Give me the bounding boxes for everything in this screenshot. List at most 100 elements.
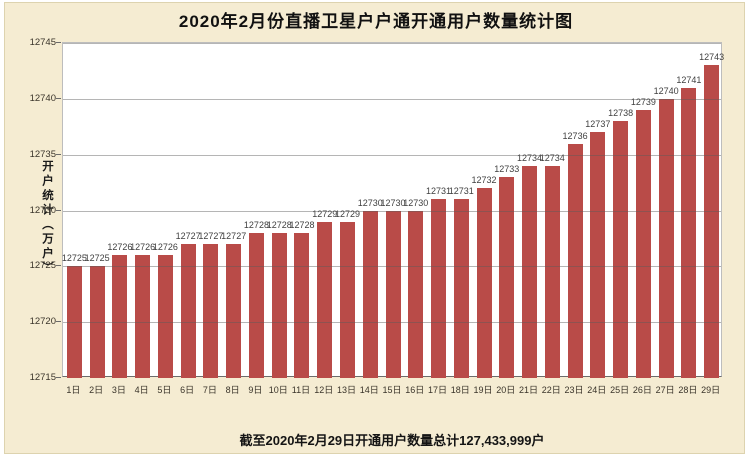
y-tick-mark: [56, 377, 61, 378]
bar: [431, 199, 447, 378]
bar-value-label: 12733: [494, 164, 520, 174]
bar-value-label: 12727: [221, 231, 247, 241]
bar: [408, 210, 424, 378]
x-tick-label: 25日: [610, 385, 630, 395]
bar-value-label: 12739: [630, 97, 656, 107]
y-tick-label: 12715: [29, 372, 56, 383]
chart-caption: 截至2020年2月29日开通用户数量总计127,433,999户: [239, 433, 545, 448]
x-tick-label: 7日: [202, 385, 217, 395]
bar: [248, 232, 264, 378]
y-tick-mark: [56, 209, 61, 211]
bar-value-label: 12743: [699, 52, 725, 63]
bar-value-label: 12730: [403, 197, 429, 208]
y-tick-label: 12735: [29, 148, 56, 160]
bar: [271, 232, 287, 378]
bar: [157, 255, 173, 378]
bar-value-label: 12728: [243, 219, 269, 230]
gridline: [63, 210, 721, 212]
gridline: [63, 322, 721, 324]
x-tick-label: 22日: [541, 385, 561, 395]
bar-value-label: 12737: [585, 119, 611, 130]
bar-value-label: 12729: [312, 208, 338, 219]
x-tick-label: 27日: [655, 385, 675, 395]
bar-value-label: 12731: [448, 186, 474, 197]
bar-value-label: 12725: [61, 253, 87, 264]
y-tick-label: 12745: [29, 37, 56, 48]
bar: [522, 165, 538, 378]
y-tick-label: 12725: [29, 260, 56, 272]
x-tick-label: 3日: [111, 385, 126, 395]
bar: [203, 244, 219, 378]
x-tick-label: 2日: [89, 385, 104, 395]
bar: [499, 177, 515, 378]
x-tick-label: 18日: [450, 385, 470, 395]
gridline: [63, 43, 721, 44]
bar: [544, 165, 560, 378]
x-tick-label: 15日: [382, 385, 402, 395]
bar-value-label: 12726: [107, 242, 133, 253]
y-tick-mark: [56, 97, 61, 99]
x-tick-label: 23日: [564, 385, 584, 395]
gridline: [63, 154, 721, 156]
x-tick-label: 1日: [66, 385, 81, 395]
bar: [180, 244, 196, 378]
bar-value-label: 12726: [130, 242, 156, 253]
y-tick-label: 12730: [29, 204, 56, 216]
y-tick-mark: [56, 42, 61, 43]
x-tick-label: 28日: [678, 385, 698, 395]
bar: [385, 210, 401, 378]
x-tick-label: 10日: [268, 385, 288, 395]
bar: [567, 143, 583, 378]
bar: [317, 221, 333, 378]
bar-value-label: 12730: [380, 197, 406, 208]
bar-value-label: 12725: [84, 253, 110, 264]
x-tick-label: 4日: [134, 385, 149, 395]
bar: [658, 98, 674, 378]
bar-value-label: 12727: [198, 231, 224, 241]
bar: [226, 244, 242, 378]
x-tick-label: 19日: [473, 385, 493, 395]
x-tick-label: 26日: [632, 385, 652, 395]
bar: [613, 121, 629, 378]
x-tick-label: 9日: [248, 385, 263, 395]
gridline: [63, 98, 721, 100]
bar: [704, 65, 720, 378]
bar-value-label: 12734: [517, 152, 543, 163]
y-tick-mark: [56, 153, 61, 155]
bar: [135, 255, 151, 378]
bar: [453, 199, 469, 378]
bar-value-label: 12728: [266, 219, 292, 230]
bar-value-label: 12726: [152, 242, 178, 253]
bar-value-label: 12741: [676, 74, 702, 85]
x-tick-label: 5日: [157, 385, 172, 395]
bar-value-label: 12732: [471, 175, 497, 186]
bar-value-label: 12727: [175, 231, 201, 241]
gridline: [63, 266, 721, 268]
bar: [339, 221, 355, 378]
x-tick-label: 17日: [428, 385, 448, 395]
x-tick-label: 24日: [587, 385, 607, 395]
bar: [681, 87, 697, 378]
bar-value-label: 12730: [357, 197, 383, 208]
bar-value-label: 12738: [608, 108, 634, 119]
y-tick-mark: [56, 321, 61, 323]
bar-value-label: 12731: [426, 186, 452, 197]
x-tick-label: 16日: [405, 385, 425, 395]
plot-area: 12725 12725 12726 12726 12726 12727 12727 12727…: [62, 42, 724, 378]
bar: [476, 188, 492, 378]
x-tick-label: 20日: [496, 385, 516, 395]
bar: [362, 210, 378, 378]
x-tick-label: 21日: [519, 385, 539, 395]
bar-value-label: 12728: [289, 219, 315, 230]
bar: [294, 232, 310, 378]
bar-value-label: 12734: [539, 152, 565, 163]
y-tick-label: 12740: [29, 92, 56, 104]
x-tick-label: 29日: [701, 385, 721, 395]
y-tick-mark: [56, 265, 61, 267]
y-axis-title: 开户统计（万户）: [41, 160, 53, 276]
chart-title: 2020年2月份直播卫星户户通开通用户数量统计图: [178, 12, 574, 31]
bar-value-label: 12736: [562, 130, 588, 141]
y-tick-label: 12720: [29, 316, 56, 328]
x-tick-label: 14日: [359, 385, 379, 395]
